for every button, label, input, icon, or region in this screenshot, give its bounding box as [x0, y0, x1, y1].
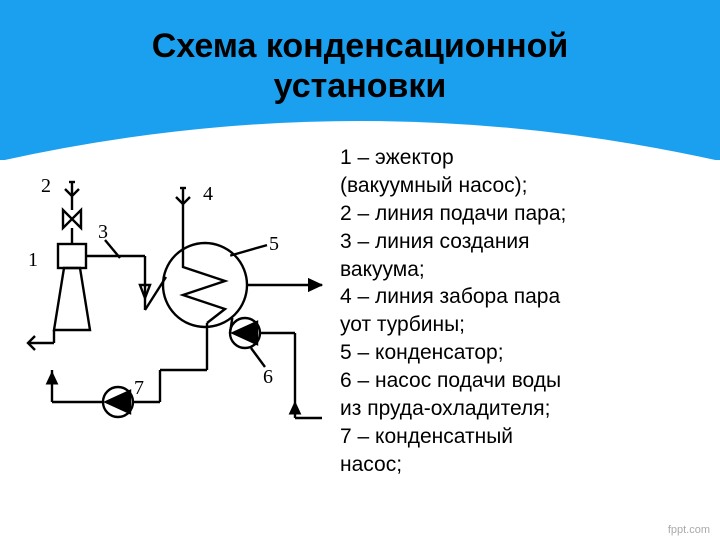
svg-text:4: 4 [203, 183, 213, 205]
schematic-diagram: 2 1 3 5 4 6 7 [10, 170, 330, 470]
svg-text:6: 6 [263, 366, 273, 388]
footer-watermark: fppt.com [668, 524, 710, 536]
title-line-2: установки [274, 67, 447, 105]
svg-text:7: 7 [134, 377, 144, 399]
legend-line: насос; [340, 452, 710, 479]
header-band: Схема конденсационной установки [0, 0, 720, 160]
svg-text:5: 5 [269, 233, 279, 255]
legend-line: 7 – конденсатный [340, 424, 710, 451]
legend-line: из пруда-охладителя; [340, 396, 710, 423]
content-area: 2135467 1 – эжектор (вакуумный насос); 2… [0, 160, 720, 530]
legend-line: 5 – конденсатор; [340, 340, 710, 367]
legend-line: вакуума; [340, 257, 710, 284]
legend: 1 – эжектор (вакуумный насос); 2 – линия… [340, 145, 710, 480]
svg-text:3: 3 [98, 221, 108, 243]
legend-line: 4 – линия забора пара [340, 284, 710, 311]
legend-line: 1 – эжектор [340, 145, 710, 172]
legend-line: 6 – насос подачи воды [340, 368, 710, 395]
legend-line: 3 – линия создания [340, 229, 710, 256]
legend-line: уот турбины; [340, 312, 710, 339]
page-title: Схема конденсационной установки [0, 26, 720, 106]
svg-text:2: 2 [41, 175, 51, 197]
legend-line: 2 – линия подачи пара; [340, 201, 710, 228]
legend-line: (вакуумный насос); [340, 173, 710, 200]
title-line-1: Схема конденсационной [152, 27, 569, 65]
svg-text:1: 1 [28, 249, 38, 271]
diagram-area: 2 1 3 5 4 6 7 [10, 170, 330, 470]
